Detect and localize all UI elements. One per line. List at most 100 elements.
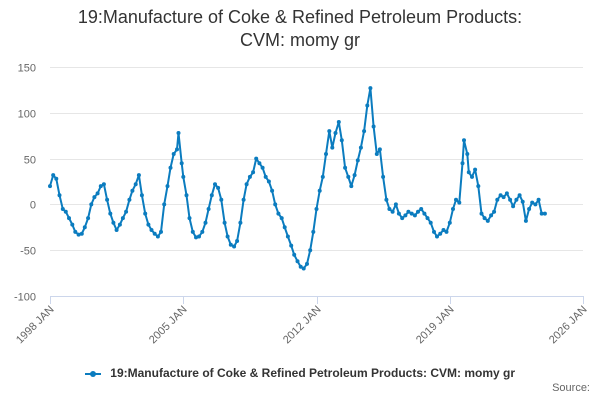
data-point (209, 193, 214, 198)
data-point (127, 197, 132, 202)
x-tick-label: 2005 JAN (147, 304, 190, 347)
data-point (206, 207, 211, 211)
data-point (308, 248, 313, 253)
data-point (489, 213, 494, 218)
data-point (457, 200, 462, 205)
data-point (228, 242, 233, 247)
data-point (438, 231, 443, 236)
data-point (523, 218, 528, 223)
data-point (168, 165, 173, 170)
data-point (82, 225, 87, 230)
data-point (76, 232, 81, 237)
data-point (330, 145, 335, 150)
data-point (111, 220, 116, 225)
data-point (412, 213, 417, 218)
y-tick-label: 150 (18, 63, 36, 75)
data-point (197, 234, 201, 239)
y-tick-label: -100 (14, 292, 36, 304)
data-point (476, 184, 481, 189)
data-point (155, 234, 160, 239)
data-point (368, 86, 373, 91)
data-point (387, 207, 392, 211)
data-point (465, 152, 470, 156)
data-point (530, 200, 535, 205)
data-point (536, 197, 541, 202)
data-point (70, 222, 75, 227)
data-point (365, 103, 370, 108)
data-point (343, 165, 348, 170)
data-point (92, 195, 97, 200)
data-point (336, 120, 341, 124)
data-point (479, 211, 484, 216)
data-point (179, 161, 184, 166)
data-point (422, 211, 427, 216)
data-point (482, 216, 487, 221)
legend-series-label[interactable]: 19:Manufacture of Coke & Refined Petrole… (110, 366, 516, 380)
data-point (200, 229, 205, 234)
data-point (232, 244, 237, 249)
data-point (57, 193, 62, 198)
data-point (89, 202, 94, 207)
data-point (374, 152, 379, 156)
data-point (384, 197, 389, 202)
data-point (225, 234, 230, 239)
data-point (511, 204, 516, 209)
data-point (63, 209, 68, 214)
data-point (501, 195, 506, 200)
data-point (432, 229, 436, 234)
data-point (301, 266, 306, 271)
data-point (349, 184, 354, 189)
data-point (139, 193, 144, 198)
data-point (67, 216, 71, 221)
data-point (159, 229, 163, 234)
data-point (136, 173, 141, 178)
data-point (358, 145, 363, 150)
data-point (447, 220, 452, 225)
data-point (514, 197, 519, 202)
data-point (254, 156, 259, 161)
data-point (184, 193, 189, 198)
data-point (241, 197, 246, 202)
data-point (235, 239, 240, 243)
data-point (124, 209, 129, 214)
data-point (403, 213, 408, 218)
data-point (396, 211, 401, 216)
data-point (247, 174, 252, 179)
data-point (51, 173, 56, 178)
data-point (114, 228, 119, 232)
data-point (508, 197, 513, 202)
data-point (320, 174, 325, 179)
x-tick-label: 1998 JAN (14, 304, 57, 347)
data-point (485, 218, 490, 223)
data-point (285, 234, 290, 239)
data-point (419, 207, 424, 211)
data-point (162, 202, 167, 207)
chart-legend[interactable]: 19:Manufacture of Coke & Refined Petrole… (0, 366, 600, 380)
data-point (390, 209, 395, 214)
data-point (311, 229, 316, 234)
data-point (346, 174, 351, 179)
data-point (324, 152, 328, 156)
data-point (333, 131, 338, 135)
data-point (165, 184, 170, 189)
data-point (146, 222, 151, 227)
data-point (86, 216, 91, 221)
data-point (270, 188, 275, 193)
data-point (219, 197, 224, 202)
data-point (454, 197, 458, 202)
data-point (377, 147, 382, 152)
data-point (428, 220, 433, 225)
data-point (517, 193, 522, 198)
data-point (152, 231, 157, 236)
data-point (194, 235, 198, 240)
data-point (60, 207, 65, 211)
data-point (181, 174, 186, 179)
data-point (317, 188, 322, 193)
data-point (409, 211, 414, 216)
data-point (133, 182, 138, 187)
data-point (48, 184, 52, 189)
data-point (381, 174, 386, 179)
data-point (222, 220, 227, 225)
data-point (175, 147, 179, 152)
